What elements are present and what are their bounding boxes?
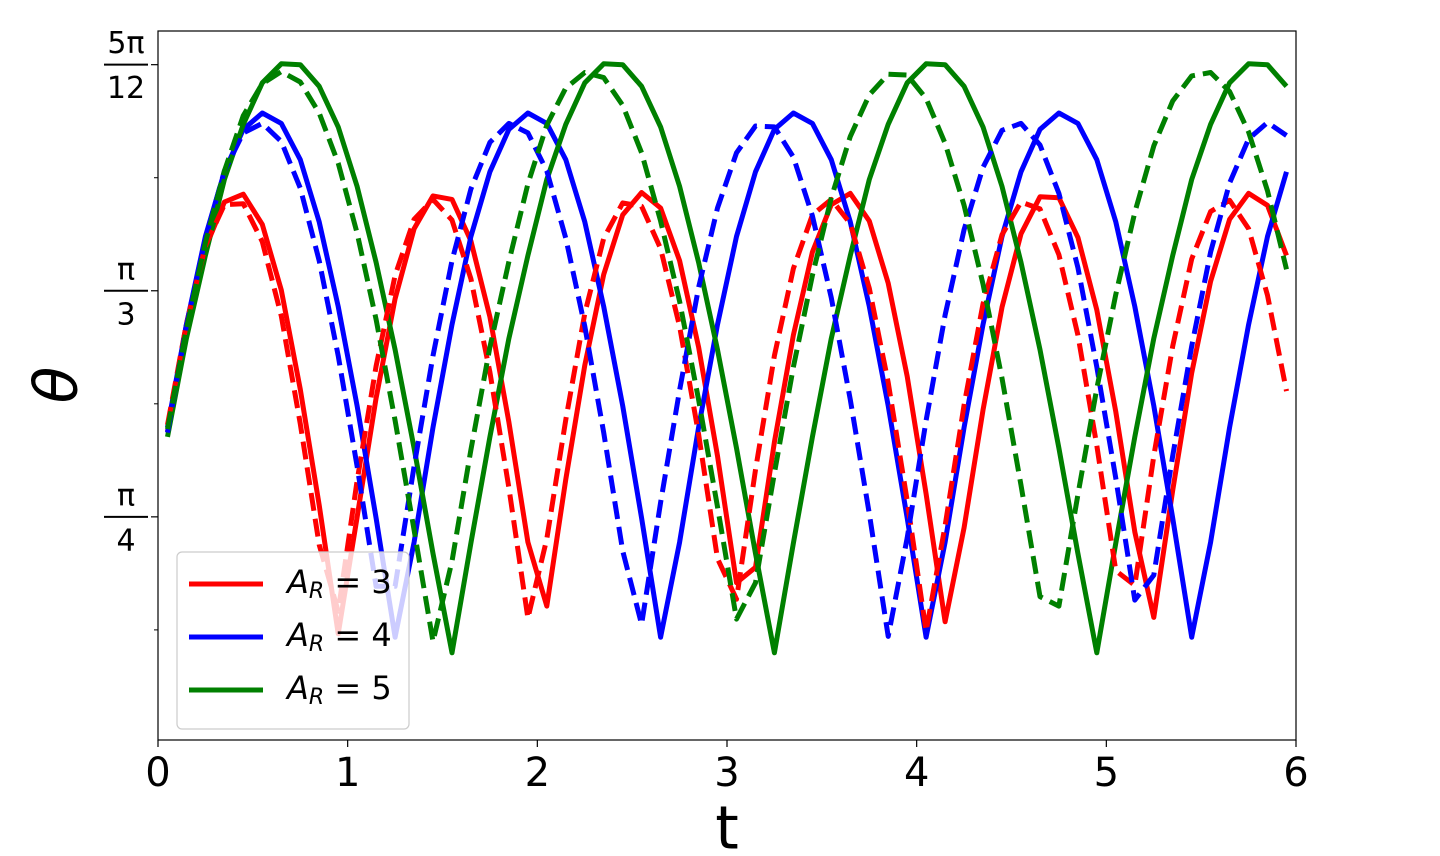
line — [165, 61, 1289, 656]
plot-area — [165, 61, 1289, 656]
y-tick-numerator: 5π — [107, 26, 144, 61]
dashed-line — [165, 69, 1289, 645]
y-tick-denominator: 4 — [116, 523, 135, 558]
legend-label: AR = 4 — [285, 616, 392, 657]
x-tick-label: 0 — [145, 750, 170, 796]
legend-label: AR = 3 — [285, 563, 392, 604]
line — [165, 110, 1289, 640]
dashed-line — [165, 120, 1288, 639]
y-tick-numerator: π — [117, 478, 135, 513]
legend-box — [176, 551, 410, 730]
x-axis-label: t — [715, 794, 739, 856]
y-tick-numerator: π — [117, 252, 135, 287]
y-axis-label: θ — [22, 367, 92, 404]
x-tick-label: 1 — [335, 750, 360, 796]
line — [165, 190, 1289, 637]
x-tick-label: 3 — [714, 750, 739, 796]
x-tick-label: 2 — [525, 750, 550, 796]
x-tick-label: 6 — [1283, 750, 1308, 796]
x-tick-label: 5 — [1094, 750, 1119, 796]
y-tick-denominator: 3 — [116, 297, 135, 332]
x-tick-label: 4 — [904, 750, 929, 796]
legend-label: AR = 5 — [285, 669, 392, 710]
legend: AR = 3 AR = 4 AR = 5 — [176, 551, 410, 730]
y-tick-denominator: 12 — [107, 71, 145, 106]
